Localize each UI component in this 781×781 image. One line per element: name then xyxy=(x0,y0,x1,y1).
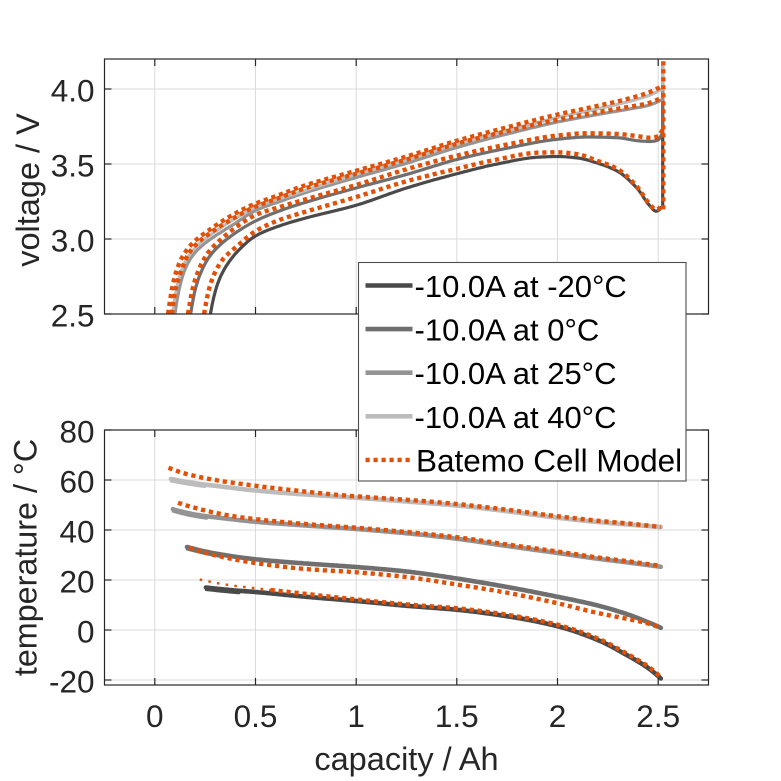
svg-text:-10.0A at -20°C: -10.0A at -20°C xyxy=(415,269,627,304)
svg-text:2.5: 2.5 xyxy=(636,698,680,734)
svg-text:2.5: 2.5 xyxy=(51,297,95,333)
svg-text:-20: -20 xyxy=(49,663,95,699)
svg-text:3.0: 3.0 xyxy=(51,222,95,258)
svg-text:-10.0A at 25°C: -10.0A at 25°C xyxy=(415,356,617,391)
svg-text:voltage / V: voltage / V xyxy=(10,113,46,267)
svg-text:2: 2 xyxy=(549,698,567,734)
svg-text:temperature / °C: temperature / °C xyxy=(8,439,44,676)
svg-text:1.5: 1.5 xyxy=(435,698,479,734)
svg-text:capacity / Ah: capacity / Ah xyxy=(314,741,498,777)
svg-text:0.5: 0.5 xyxy=(234,698,278,734)
svg-text:60: 60 xyxy=(59,463,94,499)
svg-text:-10.0A at 40°C: -10.0A at 40°C xyxy=(415,400,617,435)
svg-text:0: 0 xyxy=(77,613,95,649)
svg-text:-10.0A at 0°C: -10.0A at 0°C xyxy=(415,313,600,348)
svg-text:1: 1 xyxy=(347,698,365,734)
svg-text:Batemo Cell Model: Batemo Cell Model xyxy=(416,442,682,478)
svg-text:4.0: 4.0 xyxy=(51,72,95,108)
svg-text:40: 40 xyxy=(59,513,94,549)
svg-text:80: 80 xyxy=(59,413,94,449)
svg-text:20: 20 xyxy=(59,563,94,599)
svg-text:0: 0 xyxy=(146,698,164,734)
svg-text:3.5: 3.5 xyxy=(51,147,95,183)
